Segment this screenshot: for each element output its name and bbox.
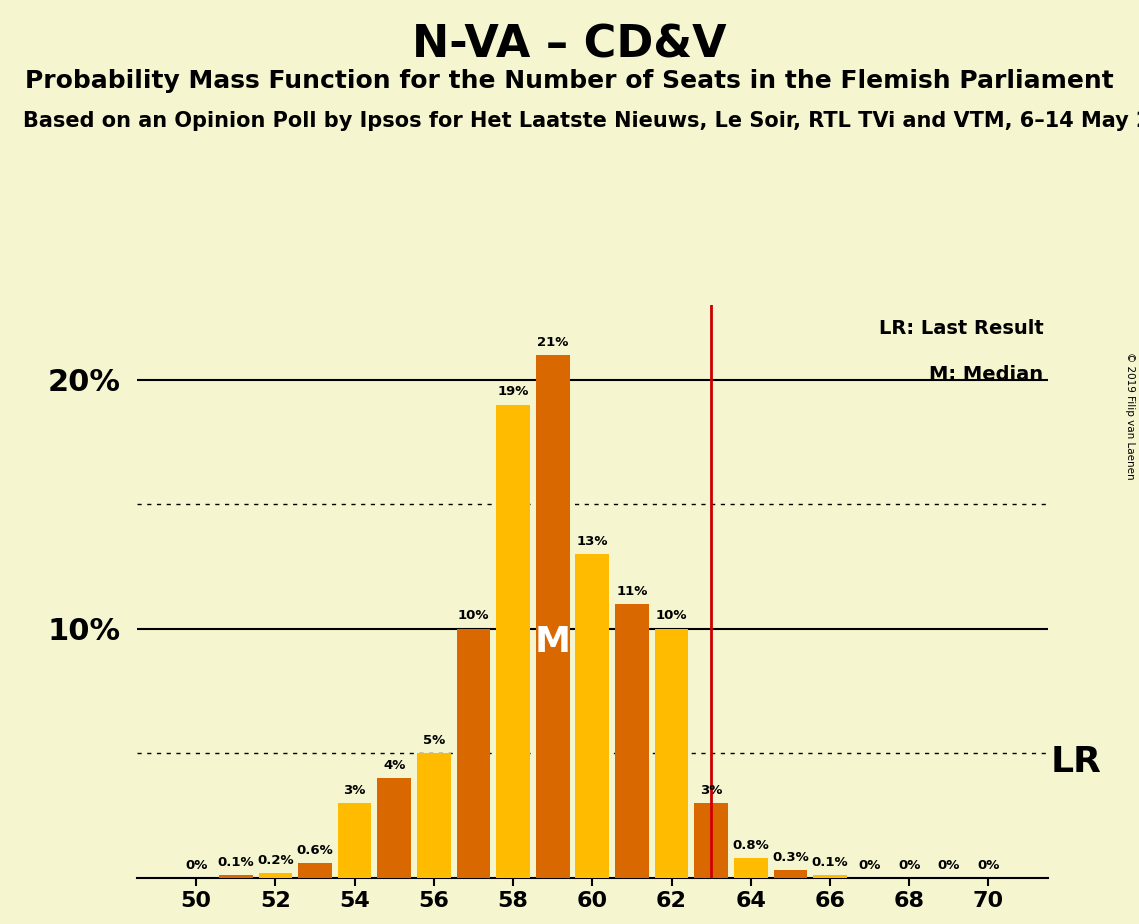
Text: 3%: 3% — [700, 784, 722, 796]
Text: 10%: 10% — [458, 610, 489, 623]
Text: 10%: 10% — [656, 610, 687, 623]
Bar — [615, 603, 649, 878]
Bar — [259, 873, 293, 878]
Text: 21%: 21% — [536, 335, 568, 348]
Bar — [813, 875, 846, 878]
Text: 0%: 0% — [859, 858, 880, 871]
Bar — [773, 870, 808, 878]
Bar — [417, 753, 451, 878]
Text: 4%: 4% — [383, 759, 405, 772]
Bar — [734, 857, 768, 878]
Text: 0%: 0% — [898, 858, 920, 871]
Text: M: Median: M: Median — [929, 365, 1043, 384]
Text: 13%: 13% — [576, 535, 608, 548]
Text: © 2019 Filip van Laenen: © 2019 Filip van Laenen — [1125, 352, 1134, 480]
Text: N-VA – CD&V: N-VA – CD&V — [412, 23, 727, 67]
Text: 0.3%: 0.3% — [772, 851, 809, 864]
Text: 19%: 19% — [498, 385, 528, 398]
Text: M: M — [534, 626, 571, 660]
Text: LR: LR — [1051, 746, 1101, 779]
Bar — [298, 863, 331, 878]
Text: 5%: 5% — [423, 734, 445, 747]
Text: 0.1%: 0.1% — [218, 856, 254, 869]
Text: 0.8%: 0.8% — [732, 839, 769, 852]
Bar — [535, 355, 570, 878]
Text: 0.2%: 0.2% — [257, 854, 294, 867]
Text: 0%: 0% — [185, 858, 207, 871]
Text: 11%: 11% — [616, 585, 648, 598]
Bar — [377, 778, 411, 878]
Bar — [695, 803, 728, 878]
Bar — [575, 554, 609, 878]
Bar — [497, 405, 530, 878]
Bar — [457, 628, 490, 878]
Text: Probability Mass Function for the Number of Seats in the Flemish Parliament: Probability Mass Function for the Number… — [25, 69, 1114, 93]
Bar — [219, 875, 253, 878]
Text: 0%: 0% — [937, 858, 960, 871]
Text: 0.6%: 0.6% — [296, 844, 334, 857]
Text: 0%: 0% — [977, 858, 1000, 871]
Text: 0.1%: 0.1% — [812, 856, 849, 869]
Bar — [338, 803, 371, 878]
Text: Based on an Opinion Poll by Ipsos for Het Laatste Nieuws, Le Soir, RTL TVi and V: Based on an Opinion Poll by Ipsos for He… — [23, 111, 1139, 131]
Bar — [655, 628, 688, 878]
Text: LR: Last Result: LR: Last Result — [878, 319, 1043, 338]
Text: 3%: 3% — [343, 784, 366, 796]
